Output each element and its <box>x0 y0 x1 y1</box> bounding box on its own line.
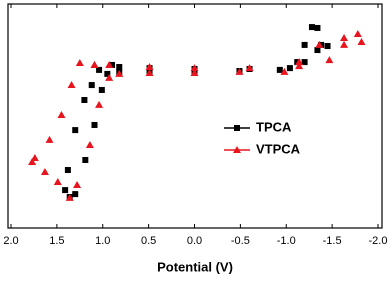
marker <box>72 191 79 198</box>
marker <box>57 110 66 118</box>
marker <box>286 65 293 72</box>
marker <box>105 73 114 81</box>
x-tick-label: -1.5 <box>323 235 342 247</box>
marker <box>353 29 362 37</box>
marker <box>314 24 321 31</box>
legend-label: VTPCA <box>256 141 301 156</box>
marker <box>276 66 283 73</box>
marker <box>53 178 62 186</box>
marker <box>340 40 349 48</box>
marker <box>96 66 103 73</box>
marker <box>104 70 111 77</box>
marker <box>314 47 321 54</box>
marker <box>64 167 71 174</box>
marker <box>145 62 154 70</box>
marker <box>91 121 98 128</box>
marker <box>245 64 254 72</box>
marker <box>28 157 37 165</box>
marker <box>357 38 366 46</box>
marker <box>62 187 69 194</box>
marker <box>88 82 95 89</box>
marker <box>280 67 289 75</box>
x-tick-label: 1.0 <box>95 235 110 247</box>
marker <box>65 193 74 201</box>
marker <box>75 58 84 66</box>
marker <box>308 24 315 31</box>
marker <box>234 125 240 131</box>
marker <box>295 62 304 70</box>
marker <box>315 40 324 48</box>
marker <box>295 58 304 66</box>
x-tick-label: 0.5 <box>141 235 156 247</box>
marker <box>233 146 241 153</box>
marker <box>45 135 54 143</box>
marker <box>115 69 124 77</box>
marker <box>340 34 349 42</box>
x-axis-title: Potential (V) <box>157 259 233 274</box>
marker <box>105 60 114 68</box>
marker <box>301 59 308 66</box>
marker <box>81 96 88 103</box>
x-tick-label: -1.0 <box>277 235 296 247</box>
x-tick-label: 1.5 <box>49 235 64 247</box>
marker <box>67 81 76 89</box>
marker <box>190 69 199 77</box>
marker <box>82 156 89 163</box>
marker <box>98 86 105 93</box>
x-tick-label: -0.5 <box>231 235 250 247</box>
marker <box>40 168 49 176</box>
marker <box>30 153 39 161</box>
marker <box>235 67 244 75</box>
marker <box>73 180 82 188</box>
x-tick-label: 0.0 <box>187 235 202 247</box>
legend-label: TPCA <box>256 119 292 134</box>
marker <box>190 64 199 72</box>
marker <box>116 63 123 70</box>
x-tick-label: -2.0 <box>369 235 388 247</box>
marker <box>72 127 79 134</box>
x-tick-label: 2.0 <box>3 235 18 247</box>
marker <box>325 56 334 64</box>
marker <box>90 60 99 68</box>
marker <box>85 141 94 149</box>
marker <box>108 61 115 68</box>
marker <box>145 69 154 77</box>
marker <box>301 41 308 48</box>
marker <box>95 100 104 108</box>
marker <box>324 43 331 50</box>
